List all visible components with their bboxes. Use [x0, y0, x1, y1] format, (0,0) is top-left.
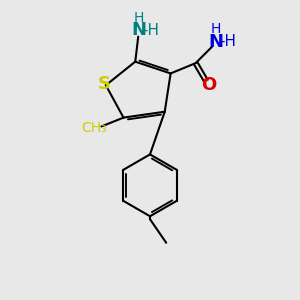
Text: -H: -H [220, 34, 236, 49]
Text: N: N [131, 21, 146, 39]
Text: CH₃: CH₃ [81, 121, 107, 135]
Text: H: H [211, 22, 221, 36]
Text: H: H [134, 11, 144, 26]
Text: S: S [98, 75, 111, 93]
Text: -H: -H [142, 23, 159, 38]
Text: N: N [209, 33, 224, 51]
Text: O: O [201, 76, 217, 94]
